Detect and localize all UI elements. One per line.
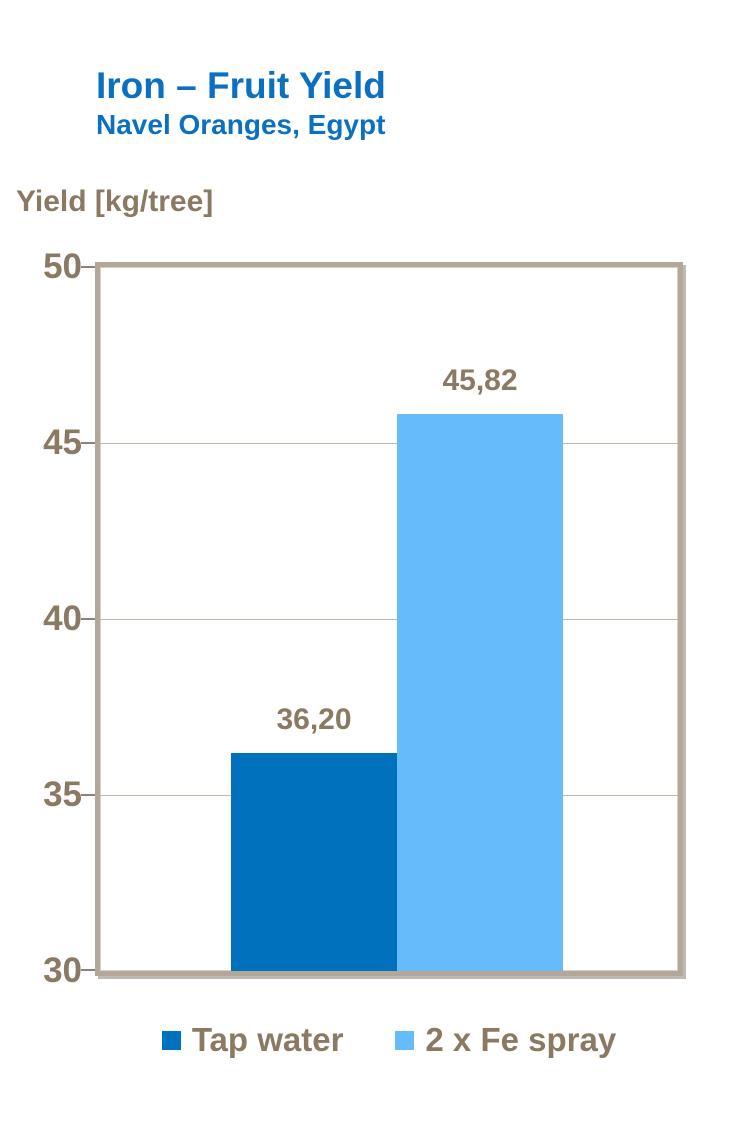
- gridline-45: [100, 443, 678, 444]
- legend-swatch-icon: [395, 1030, 415, 1050]
- y-tick-label-40: 40: [43, 599, 82, 638]
- y-tick-mark-40: [81, 618, 95, 620]
- legend-swatch-icon: [161, 1030, 181, 1050]
- y-tick-mark-45: [81, 442, 95, 444]
- y-tick-mark-35: [81, 794, 95, 796]
- y-tick-mark-30: [81, 969, 95, 971]
- legend-label-2: 2 x Fe spray: [425, 1021, 617, 1058]
- y-tick-label-30: 30: [43, 951, 82, 990]
- page-subtitle: Navel Oranges, Egypt: [96, 109, 386, 140]
- bar-value-label-1: 36,20: [276, 703, 352, 736]
- bar-tap-water: [231, 753, 397, 971]
- bar-value-label-2: 45,82: [442, 364, 518, 397]
- legend-label-1: Tap water: [191, 1021, 344, 1058]
- gridline-40: [100, 619, 678, 620]
- bar-2-x-fe-spray: [397, 414, 563, 971]
- legend-item-1: Tap water: [161, 1021, 344, 1059]
- y-tick-label-35: 35: [43, 775, 82, 814]
- legend-item-2: 2 x Fe spray: [395, 1021, 616, 1059]
- legend: Tap water 2 x Fe spray: [95, 1021, 683, 1059]
- page-title: Iron – Fruit Yield: [96, 65, 386, 106]
- plot-area: 36,20 45,82: [81, 262, 683, 976]
- y-axis-title: Yield [kg/tree]: [16, 185, 214, 218]
- y-tick-label-45: 45: [43, 423, 82, 462]
- y-axis-tick-labels: 30 35 40 45 50: [0, 247, 82, 990]
- y-tick-mark-50: [81, 266, 95, 268]
- y-tick-label-50: 50: [43, 247, 82, 286]
